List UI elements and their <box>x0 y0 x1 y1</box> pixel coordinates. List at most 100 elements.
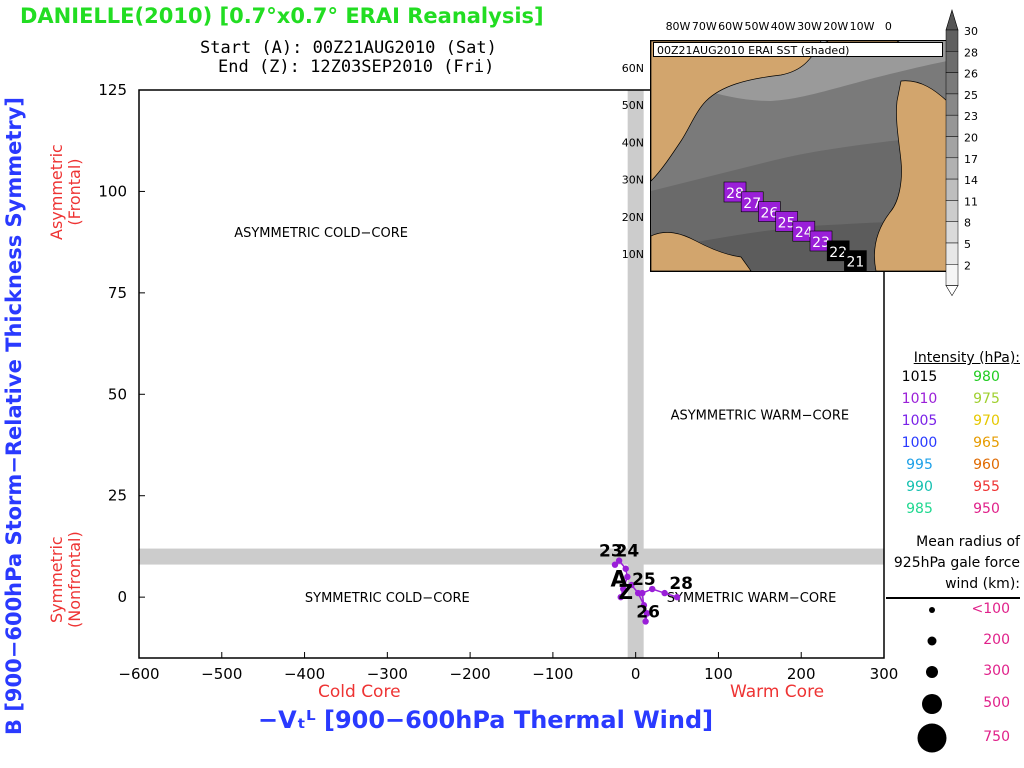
inset-lat-label: 40N <box>622 136 644 149</box>
colorbar-segment <box>945 242 959 265</box>
x-tick-label: −200 <box>450 665 491 683</box>
x-tick-label: −600 <box>118 665 159 683</box>
intensity-value: 990 <box>906 479 933 495</box>
radius-legend-label: <100 <box>971 601 1010 617</box>
intensity-value: 1000 <box>901 435 938 451</box>
inset-track-day: 27 <box>743 196 761 212</box>
y-tick-label: 50 <box>108 385 127 403</box>
inset-lon-label: 60W <box>718 20 743 33</box>
track-point <box>628 581 635 589</box>
colorbar-bottom-arrow <box>945 285 959 297</box>
colorbar-segment <box>945 114 959 137</box>
track-point <box>624 573 631 581</box>
region-label: ASYMMETRIC WARM−CORE <box>671 409 849 424</box>
x-tick-label: −400 <box>284 665 325 683</box>
inset-lon-label: 30W <box>797 20 822 33</box>
inset-lon-label: 80W <box>666 20 691 33</box>
intensity-legend-row: 990 955 <box>886 476 1020 498</box>
colorbar-segment <box>945 221 959 244</box>
radius-legend-dot <box>917 723 947 753</box>
inset-track-day: 23 <box>812 235 830 251</box>
radius-legend-label: 200 <box>983 632 1010 648</box>
track-day-label: 28 <box>669 574 693 594</box>
x-tick-label: −500 <box>201 665 242 683</box>
x-tick-label: 200 <box>787 665 816 683</box>
intensity-value: 955 <box>973 479 1000 495</box>
vertical-zero-band <box>627 90 644 658</box>
colorbar-segment <box>945 93 959 116</box>
intensity-legend-row: 985 950 <box>886 498 1020 520</box>
inset-lat-label: 20N <box>622 211 644 224</box>
inset-title: 00Z21AUG2010 ERAI SST (shaded) <box>653 42 943 57</box>
inset-colorbar: 30 28 26 25 23 20 17 14 11 8 5 2 <box>945 8 978 297</box>
colorbar-label: 25 <box>964 89 978 102</box>
radius-legend-rule <box>886 597 1020 599</box>
colorbar-label: 17 <box>964 153 978 166</box>
region-label: SYMMETRIC WARM−CORE <box>667 591 837 606</box>
radius-legend-dots <box>917 607 947 753</box>
x-tick-label: −100 <box>532 665 573 683</box>
intensity-value: 1005 <box>901 413 938 429</box>
colorbar-label: 26 <box>964 68 978 81</box>
track-point <box>622 565 629 572</box>
colorbar-segment <box>945 72 959 95</box>
colorbar-top-arrow <box>945 8 959 31</box>
inset-track-day: 28 <box>726 186 744 202</box>
axis-ticks: −600 −500 −400 −300 −200 −100 0 100 200 300 0 25 50 7… <box>98 81 898 683</box>
x-warm-core-label: Warm Core <box>730 682 825 702</box>
radius-legend-label: 750 <box>983 729 1010 745</box>
x-cold-core-label: Cold Core <box>318 682 401 702</box>
track-point <box>617 593 624 601</box>
y-tick-label: 100 <box>98 182 127 200</box>
track-day-label: 23 <box>599 542 623 562</box>
track-point <box>661 589 668 597</box>
track-point <box>673 593 681 601</box>
inset-track-box <box>844 250 867 271</box>
track-day-label: 25 <box>632 570 656 590</box>
intensity-legend-row: 1005 970 <box>886 410 1020 432</box>
intensity-value: 1015 <box>901 369 938 385</box>
intensity-legend-row: 1010 975 <box>886 388 1020 410</box>
track-day-label: 24 <box>616 542 640 562</box>
track-day-label: 26 <box>636 602 660 622</box>
radius-legend-title: Mean radius of 925hPa gale force wind (k… <box>893 534 1020 592</box>
intensity-legend-row: 995 960 <box>886 454 1020 476</box>
colorbar-segment <box>945 29 959 52</box>
inset-track-day: 22 <box>829 245 847 261</box>
inset-track-day: 21 <box>846 255 864 271</box>
intensity-value: 980 <box>973 369 1000 385</box>
intensity-value: 975 <box>973 391 1000 407</box>
colorbar-label: 5 <box>964 238 971 251</box>
x-tick-label: 100 <box>704 665 733 683</box>
track-end-marker: Z <box>618 580 633 604</box>
inset-lon-label: 70W <box>692 20 717 33</box>
colorbar-label: 20 <box>964 132 978 145</box>
end-time: End (Z): 12Z03SEP2010 (Fri) <box>218 57 495 77</box>
colorbar-segment <box>945 178 959 201</box>
inset-lon-label: 50W <box>744 20 769 33</box>
inset-lon-label: 40W <box>771 20 796 33</box>
region-label: SYMMETRIC COLD−CORE <box>305 591 470 606</box>
intensity-legend-row: 1000 965 <box>886 432 1020 454</box>
colorbar-label: 11 <box>964 195 978 208</box>
inset-lat-label: 10N <box>622 248 644 261</box>
intensity-legend-row: 1015 980 <box>886 366 1020 388</box>
inset-lon-labels: 80W 70W 60W 50W 40W 30W 20W 10W 0 <box>666 20 892 33</box>
inset-track-day: 24 <box>795 225 813 241</box>
radius-legend-label: 500 <box>983 695 1010 711</box>
colorbar-label: 23 <box>964 110 978 123</box>
intensity-legend-rows: 1015 980 1010 975 1005 970 1000 965 995 960 990 955… <box>886 366 1020 520</box>
colorbar-segment <box>945 264 959 286</box>
y-tick-label: 75 <box>108 284 127 302</box>
inset-track-day: 26 <box>760 206 778 222</box>
colorbar-segment <box>945 200 959 222</box>
x-axis-title: −Vₜᴸ [900−600hPa Thermal Wind] <box>258 706 714 734</box>
colorbar-segment <box>945 51 959 73</box>
inset-lon-label: 20W <box>823 20 848 33</box>
track-point <box>642 618 649 625</box>
colorbar-segment <box>945 157 959 180</box>
intensity-value: 970 <box>973 413 1000 429</box>
